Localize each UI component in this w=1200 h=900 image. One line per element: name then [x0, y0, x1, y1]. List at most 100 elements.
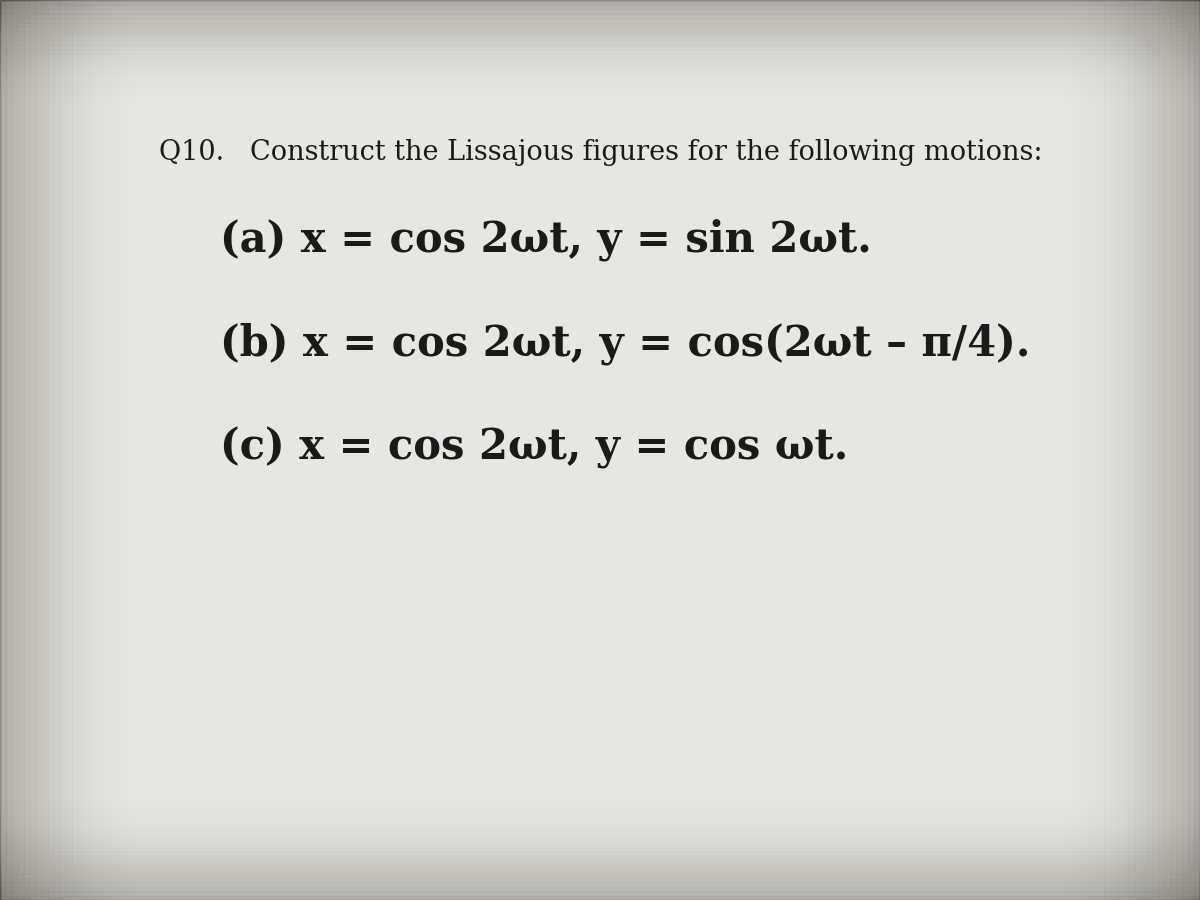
Bar: [0, 0, 114, 900]
Bar: [1146, 0, 1200, 900]
Bar: [1110, 0, 1200, 900]
Bar: [1074, 0, 1200, 900]
Bar: [1188, 0, 1200, 900]
Bar: [0, 806, 1200, 900]
Bar: [1152, 0, 1200, 900]
Bar: [0, 0, 1200, 22]
Bar: [0, 0, 30, 900]
Bar: [1038, 0, 1200, 900]
Bar: [0, 0, 42, 900]
Bar: [0, 860, 1200, 900]
Bar: [0, 792, 1200, 900]
Bar: [0, 0, 120, 900]
Bar: [0, 796, 1200, 900]
Bar: [1134, 0, 1200, 900]
Text: Q10.   Construct the Lissajous figures for the following motions:: Q10. Construct the Lissajous figures for…: [160, 140, 1043, 166]
Bar: [0, 828, 1200, 900]
Bar: [0, 0, 1200, 104]
Bar: [0, 0, 1200, 81]
Bar: [0, 824, 1200, 900]
Bar: [1194, 0, 1200, 900]
Bar: [0, 0, 150, 900]
Bar: [0, 0, 1200, 54]
Bar: [0, 774, 1200, 900]
Bar: [0, 0, 48, 900]
Bar: [0, 0, 1200, 130]
Bar: [0, 891, 1200, 900]
Bar: [0, 0, 102, 900]
Bar: [0, 0, 1200, 63]
Bar: [0, 0, 1200, 45]
Bar: [0, 0, 1200, 72]
Bar: [1080, 0, 1200, 900]
Bar: [0, 855, 1200, 900]
Bar: [0, 846, 1200, 900]
Bar: [0, 0, 12, 900]
Bar: [1170, 0, 1200, 900]
Bar: [0, 0, 18, 900]
Bar: [0, 868, 1200, 900]
Bar: [0, 878, 1200, 900]
Bar: [0, 0, 1200, 14]
Bar: [1062, 0, 1200, 900]
Bar: [0, 0, 36, 900]
Bar: [0, 0, 1200, 108]
Bar: [0, 0, 168, 900]
Bar: [1068, 0, 1200, 900]
Bar: [0, 0, 156, 900]
Bar: [0, 0, 144, 900]
Bar: [1056, 0, 1200, 900]
Bar: [0, 0, 108, 900]
Bar: [1122, 0, 1200, 900]
Bar: [0, 0, 1200, 117]
Bar: [1086, 0, 1200, 900]
Bar: [0, 819, 1200, 900]
Bar: [0, 0, 126, 900]
Bar: [0, 0, 96, 900]
Bar: [0, 801, 1200, 900]
Text: (b) x = cos 2ωt, y = cos(2ωt – π/4).: (b) x = cos 2ωt, y = cos(2ωt – π/4).: [220, 323, 1030, 365]
Bar: [0, 882, 1200, 900]
Bar: [0, 783, 1200, 900]
Bar: [1128, 0, 1200, 900]
Text: (c) x = cos 2ωt, y = cos ωt.: (c) x = cos 2ωt, y = cos ωt.: [220, 427, 848, 469]
Bar: [0, 0, 1200, 9]
Bar: [0, 0, 1200, 126]
Bar: [0, 0, 1200, 99]
Bar: [0, 0, 1200, 112]
Bar: [0, 0, 6, 900]
Bar: [0, 0, 1200, 94]
Bar: [0, 896, 1200, 900]
Bar: [0, 0, 78, 900]
Bar: [0, 0, 132, 900]
Bar: [1092, 0, 1200, 900]
Bar: [1104, 0, 1200, 900]
Bar: [0, 0, 138, 900]
Bar: [1044, 0, 1200, 900]
Bar: [0, 0, 1200, 58]
Bar: [0, 832, 1200, 900]
Bar: [0, 864, 1200, 900]
Bar: [0, 0, 1200, 36]
Bar: [0, 0, 54, 900]
Bar: [0, 0, 1200, 76]
Bar: [1050, 0, 1200, 900]
Bar: [1182, 0, 1200, 900]
Bar: [0, 770, 1200, 900]
Bar: [0, 0, 1200, 90]
Bar: [0, 0, 84, 900]
Bar: [0, 0, 1200, 32]
Bar: [0, 850, 1200, 900]
Bar: [0, 0, 90, 900]
Bar: [0, 0, 174, 900]
Bar: [0, 837, 1200, 900]
Bar: [0, 0, 66, 900]
Bar: [0, 0, 1200, 4]
Bar: [0, 0, 72, 900]
Bar: [0, 0, 1200, 86]
Bar: [1098, 0, 1200, 900]
Bar: [0, 0, 24, 900]
Bar: [0, 814, 1200, 900]
Bar: [1026, 0, 1200, 900]
Text: (a) x = cos 2ωt, y = sin 2ωt.: (a) x = cos 2ωt, y = sin 2ωt.: [220, 219, 871, 261]
